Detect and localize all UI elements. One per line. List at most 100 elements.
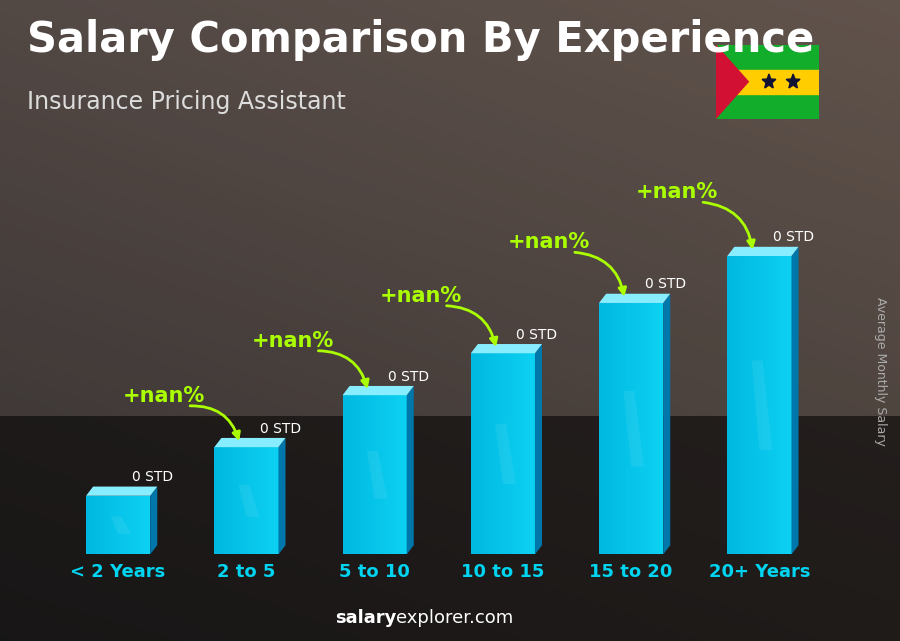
Bar — [760, 256, 762, 554]
Bar — [749, 256, 751, 554]
Bar — [600, 303, 602, 554]
Bar — [613, 303, 615, 554]
Bar — [108, 495, 109, 554]
Bar — [400, 395, 401, 554]
Bar — [268, 447, 270, 554]
Bar — [490, 353, 491, 554]
Bar — [531, 353, 533, 554]
Bar — [238, 447, 240, 554]
Bar — [104, 495, 105, 554]
Bar — [269, 447, 271, 554]
Bar — [95, 495, 96, 554]
Bar — [223, 447, 225, 554]
Bar — [503, 353, 504, 554]
Bar — [772, 256, 774, 554]
Bar — [259, 447, 261, 554]
Bar — [99, 495, 100, 554]
Bar — [274, 447, 276, 554]
Bar — [617, 303, 618, 554]
Bar — [775, 256, 776, 554]
Bar — [652, 303, 654, 554]
Bar — [497, 353, 498, 554]
Bar — [103, 495, 104, 554]
Bar — [736, 256, 738, 554]
Bar — [94, 495, 95, 554]
Polygon shape — [663, 294, 670, 554]
Bar — [364, 395, 365, 554]
Bar — [258, 447, 259, 554]
Bar — [120, 495, 121, 554]
Bar — [253, 447, 254, 554]
Bar — [648, 303, 649, 554]
Bar — [241, 447, 243, 554]
Text: Average Monthly Salary: Average Monthly Salary — [874, 297, 886, 446]
Bar — [91, 495, 93, 554]
Bar — [109, 495, 111, 554]
Bar — [374, 395, 376, 554]
Bar — [386, 395, 388, 554]
Bar — [489, 353, 491, 554]
Bar — [526, 353, 527, 554]
Bar — [136, 495, 138, 554]
Polygon shape — [214, 438, 285, 447]
Polygon shape — [787, 74, 800, 88]
Bar — [599, 303, 600, 554]
Bar — [727, 256, 729, 554]
Bar — [122, 495, 123, 554]
Bar — [130, 495, 131, 554]
Polygon shape — [762, 74, 776, 88]
Bar — [359, 395, 361, 554]
Bar — [782, 256, 784, 554]
Bar — [367, 395, 368, 554]
Text: +nan%: +nan% — [251, 331, 334, 351]
Bar — [132, 495, 133, 554]
Bar — [363, 395, 365, 554]
Bar — [131, 495, 132, 554]
Bar — [651, 303, 652, 554]
Polygon shape — [111, 516, 131, 534]
Bar — [88, 495, 90, 554]
Bar — [735, 256, 736, 554]
Bar — [533, 353, 534, 554]
Bar — [654, 303, 655, 554]
Bar — [216, 447, 217, 554]
Bar — [627, 303, 629, 554]
Bar — [93, 495, 94, 554]
Polygon shape — [278, 438, 285, 554]
Bar — [385, 395, 386, 554]
Bar — [635, 303, 636, 554]
Bar — [628, 303, 630, 554]
Bar — [376, 395, 377, 554]
Bar — [640, 303, 642, 554]
Bar — [477, 353, 479, 554]
Bar — [525, 353, 526, 554]
Bar — [139, 495, 140, 554]
Bar — [123, 495, 125, 554]
Bar — [370, 395, 371, 554]
Bar — [790, 256, 792, 554]
Bar — [770, 256, 771, 554]
Bar — [256, 447, 258, 554]
Bar — [480, 353, 482, 554]
Text: 0 STD: 0 STD — [260, 422, 301, 436]
Polygon shape — [624, 391, 644, 467]
Bar — [604, 303, 606, 554]
Bar — [222, 447, 223, 554]
Bar — [405, 395, 407, 554]
Bar — [115, 495, 117, 554]
Bar — [644, 303, 645, 554]
Bar — [240, 447, 241, 554]
Bar — [534, 353, 535, 554]
Bar — [626, 303, 627, 554]
Bar — [479, 353, 480, 554]
Bar — [129, 495, 130, 554]
Bar — [343, 395, 344, 554]
Bar — [516, 353, 517, 554]
Bar — [249, 447, 250, 554]
Bar — [245, 447, 247, 554]
Bar — [144, 495, 145, 554]
Bar — [642, 303, 643, 554]
Bar — [263, 447, 265, 554]
Bar — [90, 495, 91, 554]
Text: 0 STD: 0 STD — [773, 231, 814, 244]
